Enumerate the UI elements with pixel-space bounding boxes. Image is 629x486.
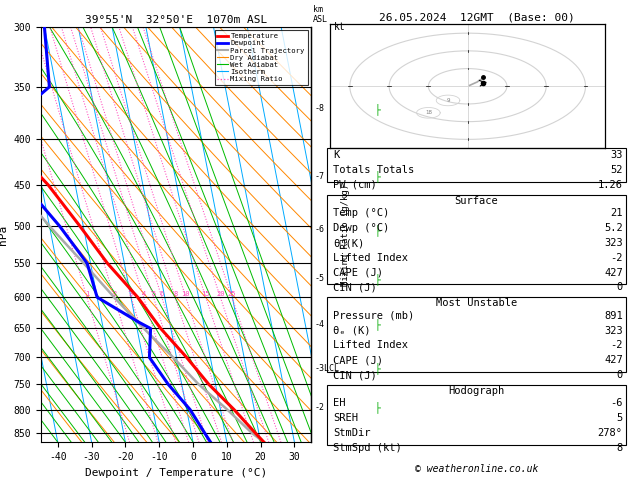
Text: -2: -2 bbox=[610, 253, 623, 263]
Text: -6: -6 bbox=[314, 226, 325, 234]
Text: Most Unstable: Most Unstable bbox=[436, 298, 517, 308]
Text: 5: 5 bbox=[616, 413, 623, 423]
Text: -7: -7 bbox=[314, 172, 325, 181]
Text: θₑ (K): θₑ (K) bbox=[333, 326, 371, 335]
Text: 25: 25 bbox=[228, 291, 237, 297]
Text: -4: -4 bbox=[314, 320, 325, 329]
Text: StmSpd (kt): StmSpd (kt) bbox=[333, 443, 402, 453]
Text: 278°: 278° bbox=[598, 428, 623, 438]
Text: 52: 52 bbox=[610, 165, 623, 175]
Text: Temp (°C): Temp (°C) bbox=[333, 208, 389, 218]
Text: 1: 1 bbox=[85, 291, 89, 297]
Text: CIN (J): CIN (J) bbox=[333, 282, 377, 293]
Legend: Temperature, Dewpoint, Parcel Trajectory, Dry Adiabat, Wet Adiabat, Isotherm, Mi: Temperature, Dewpoint, Parcel Trajectory… bbox=[214, 30, 308, 85]
Text: CAPE (J): CAPE (J) bbox=[333, 267, 383, 278]
Text: θᴇ(K): θᴇ(K) bbox=[333, 238, 365, 248]
Text: Hodograph: Hodograph bbox=[448, 386, 504, 396]
Text: Surface: Surface bbox=[455, 195, 498, 206]
Text: -2: -2 bbox=[314, 402, 325, 412]
Text: SREH: SREH bbox=[333, 413, 359, 423]
Text: Mixing Ratio (g/kg): Mixing Ratio (g/kg) bbox=[342, 183, 350, 286]
Text: -6: -6 bbox=[610, 399, 623, 408]
Text: ├: ├ bbox=[374, 103, 381, 115]
Text: ├: ├ bbox=[374, 401, 381, 413]
Text: K: K bbox=[333, 150, 340, 160]
Text: 3: 3 bbox=[129, 291, 133, 297]
Text: 2: 2 bbox=[112, 291, 116, 297]
Text: 427: 427 bbox=[604, 267, 623, 278]
X-axis label: Dewpoint / Temperature (°C): Dewpoint / Temperature (°C) bbox=[85, 468, 267, 478]
Text: 10: 10 bbox=[182, 291, 190, 297]
Text: -2: -2 bbox=[610, 340, 623, 350]
Text: 891: 891 bbox=[604, 311, 623, 321]
Text: 20: 20 bbox=[216, 291, 225, 297]
Text: 15: 15 bbox=[201, 291, 210, 297]
Text: 427: 427 bbox=[604, 355, 623, 365]
Text: Lifted Index: Lifted Index bbox=[333, 340, 408, 350]
Text: kt: kt bbox=[334, 21, 346, 32]
Text: 21: 21 bbox=[610, 208, 623, 218]
Text: 323: 323 bbox=[604, 238, 623, 248]
Text: ├: ├ bbox=[374, 363, 381, 374]
Text: Lifted Index: Lifted Index bbox=[333, 253, 408, 263]
Text: ├: ├ bbox=[374, 318, 381, 330]
Text: ├: ├ bbox=[374, 224, 381, 236]
Text: PW (cm): PW (cm) bbox=[333, 180, 377, 190]
Text: 8: 8 bbox=[173, 291, 177, 297]
Title: 39°55'N  32°50'E  1070m ASL: 39°55'N 32°50'E 1070m ASL bbox=[85, 15, 267, 25]
Text: -8: -8 bbox=[314, 104, 325, 113]
Text: EH: EH bbox=[333, 399, 346, 408]
Text: Totals Totals: Totals Totals bbox=[333, 165, 415, 175]
Text: StmDir: StmDir bbox=[333, 428, 371, 438]
Text: 26.05.2024  12GMT  (Base: 00): 26.05.2024 12GMT (Base: 00) bbox=[379, 12, 574, 22]
Text: ├: ├ bbox=[374, 170, 381, 182]
Text: -5: -5 bbox=[314, 274, 325, 283]
Text: 18: 18 bbox=[425, 110, 432, 115]
Text: 5: 5 bbox=[152, 291, 155, 297]
Text: 9: 9 bbox=[447, 98, 450, 103]
Text: 1.26: 1.26 bbox=[598, 180, 623, 190]
Text: -3LCL: -3LCL bbox=[314, 364, 340, 373]
Text: 0: 0 bbox=[616, 282, 623, 293]
Text: 33: 33 bbox=[610, 150, 623, 160]
Text: CAPE (J): CAPE (J) bbox=[333, 355, 383, 365]
Text: 5.2: 5.2 bbox=[604, 223, 623, 233]
Text: km
ASL: km ASL bbox=[313, 5, 328, 24]
Text: © weatheronline.co.uk: © weatheronline.co.uk bbox=[415, 464, 538, 474]
Text: 0: 0 bbox=[616, 370, 623, 380]
Text: ├: ├ bbox=[374, 273, 381, 284]
Y-axis label: hPa: hPa bbox=[0, 225, 8, 244]
Text: 323: 323 bbox=[604, 326, 623, 335]
Text: CIN (J): CIN (J) bbox=[333, 370, 377, 380]
Text: 8: 8 bbox=[616, 443, 623, 453]
Text: 4: 4 bbox=[142, 291, 146, 297]
Text: Pressure (mb): Pressure (mb) bbox=[333, 311, 415, 321]
Text: Dewp (°C): Dewp (°C) bbox=[333, 223, 389, 233]
Text: 6: 6 bbox=[160, 291, 164, 297]
